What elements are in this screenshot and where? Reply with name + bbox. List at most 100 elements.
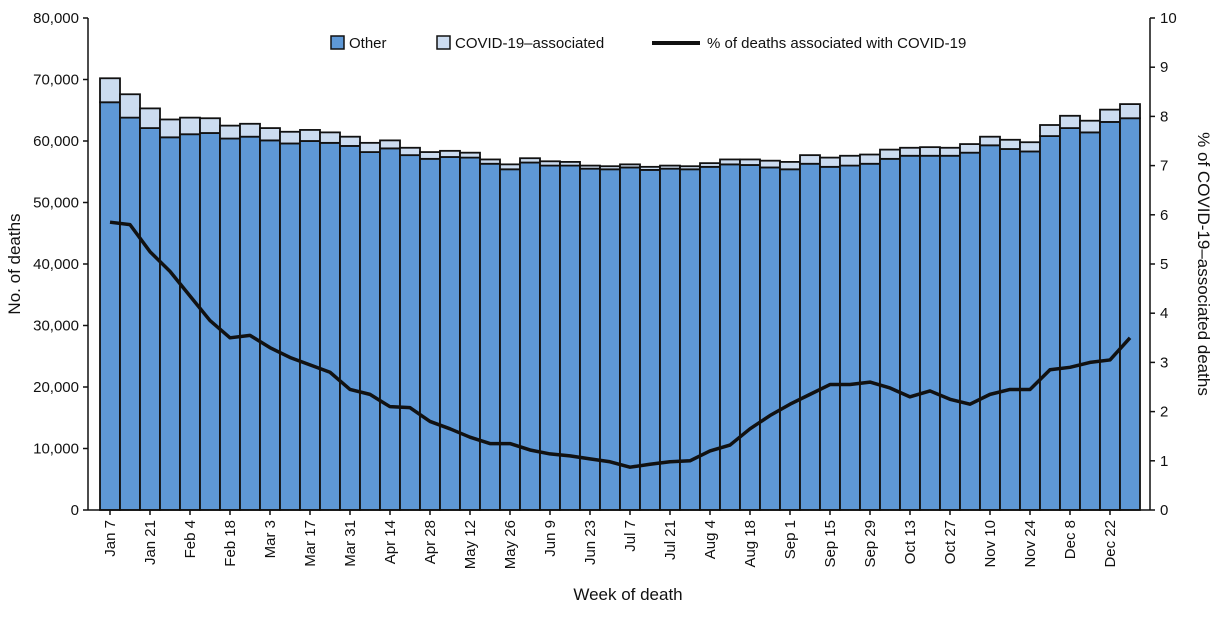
bar-covid xyxy=(659,164,681,170)
y-tick-label: 80,000 xyxy=(33,10,79,27)
bar-other xyxy=(779,168,801,511)
bar-covid xyxy=(699,162,721,168)
x-tick-label: Aug 4 xyxy=(702,520,719,559)
x-tick-label: Sep 1 xyxy=(782,520,799,559)
bar-covid xyxy=(579,164,601,170)
bar-covid xyxy=(959,143,981,154)
legend-label-other: Other xyxy=(349,35,387,52)
bar-covid xyxy=(759,159,781,169)
bar-covid xyxy=(159,118,181,139)
bar-other xyxy=(459,156,481,511)
x-tick-label: Dec 22 xyxy=(1102,520,1119,568)
bar-covid xyxy=(479,158,501,165)
bar-covid xyxy=(639,165,661,171)
bar-covid xyxy=(899,146,921,157)
y2-tick-label: 8 xyxy=(1160,108,1168,125)
bar-other xyxy=(279,142,301,511)
bar-other xyxy=(799,162,821,511)
bar-other xyxy=(859,162,881,511)
x-tick-label: Mar 3 xyxy=(262,520,279,558)
y2-tick-label: 2 xyxy=(1160,404,1168,421)
y2-tick-label: 9 xyxy=(1160,59,1168,76)
y2-tick-label: 5 xyxy=(1160,256,1168,273)
bar-other xyxy=(899,154,921,511)
bar-covid xyxy=(859,153,881,165)
x-axis-label: Week of death xyxy=(573,585,682,604)
bar-other xyxy=(159,136,181,511)
bar-covid xyxy=(1099,108,1121,123)
bar-other xyxy=(359,151,381,511)
bar-other xyxy=(1079,131,1101,511)
bar-other xyxy=(479,162,501,511)
bar-other xyxy=(599,168,621,511)
x-tick-label: Apr 28 xyxy=(422,520,439,564)
bar-covid xyxy=(799,154,821,165)
bar-other xyxy=(419,157,441,511)
bar-covid xyxy=(219,124,241,140)
legend-label-line: % of deaths associated with COVID-19 xyxy=(707,35,966,52)
y2-tick-label: 4 xyxy=(1160,305,1168,322)
bar-covid xyxy=(539,160,561,167)
x-tick-label: Jan 21 xyxy=(142,520,159,565)
x-tick-label: Nov 10 xyxy=(982,520,999,568)
y2-tick-label: 10 xyxy=(1160,10,1177,27)
x-tick-label: Mar 17 xyxy=(302,520,319,567)
y-tick-label: 30,000 xyxy=(33,318,79,335)
bar-covid xyxy=(359,141,381,153)
bar-other xyxy=(259,139,281,511)
bar-covid xyxy=(459,151,481,159)
bar-covid xyxy=(179,116,201,136)
bar-covid xyxy=(999,138,1021,150)
bar-covid xyxy=(1039,124,1061,137)
bar-other xyxy=(119,116,141,511)
bar-other xyxy=(239,135,261,511)
bar-other xyxy=(139,127,161,511)
x-tick-label: Dec 8 xyxy=(1062,520,1079,559)
bar-other xyxy=(519,161,541,511)
y-tick-label: 0 xyxy=(71,502,79,519)
bar-other xyxy=(1119,117,1141,511)
bar-other xyxy=(699,165,721,511)
bar-covid xyxy=(839,154,861,167)
y-tick-label: 10,000 xyxy=(33,441,79,458)
bar-other xyxy=(959,151,981,511)
bar-other xyxy=(619,166,641,511)
x-tick-label: Aug 18 xyxy=(742,520,759,568)
bar-covid xyxy=(339,135,361,147)
bar-other xyxy=(1039,135,1061,511)
y2-tick-label: 1 xyxy=(1160,453,1168,470)
legend-swatch-covid xyxy=(436,35,451,50)
bar-other xyxy=(539,164,561,511)
x-tick-label: Apr 14 xyxy=(382,520,399,564)
x-tick-label: Oct 27 xyxy=(942,520,959,564)
legend-swatch-other xyxy=(330,35,345,50)
bar-covid xyxy=(599,165,621,171)
bar-covid xyxy=(519,157,541,164)
bar-covid xyxy=(439,149,461,158)
y-tick-label: 20,000 xyxy=(33,379,79,396)
bar-covid xyxy=(299,129,321,142)
x-tick-label: Jul 7 xyxy=(622,520,639,552)
bar-other xyxy=(919,154,941,511)
bar-other xyxy=(759,166,781,511)
bar-other xyxy=(999,148,1021,511)
pct-covid-line xyxy=(109,220,1132,469)
bar-covid xyxy=(419,151,441,160)
bar-covid xyxy=(399,146,421,157)
bar-other xyxy=(739,164,761,511)
x-tick-label: Sep 29 xyxy=(862,520,879,568)
x-tick-label: Jan 7 xyxy=(102,520,119,557)
bar-covid xyxy=(379,139,401,150)
legend-label-covid: COVID-19–associated xyxy=(455,35,604,52)
bar-covid xyxy=(239,122,261,138)
y-tick-label: 70,000 xyxy=(33,72,79,89)
bar-other xyxy=(1099,121,1121,511)
bar-covid xyxy=(679,165,701,171)
bar-covid xyxy=(499,163,521,171)
bar-covid xyxy=(619,163,641,169)
x-tick-label: Oct 13 xyxy=(902,520,919,564)
bar-other xyxy=(879,157,901,511)
bar-covid xyxy=(719,158,741,166)
bar-covid xyxy=(939,146,961,157)
bar-covid xyxy=(259,127,281,142)
